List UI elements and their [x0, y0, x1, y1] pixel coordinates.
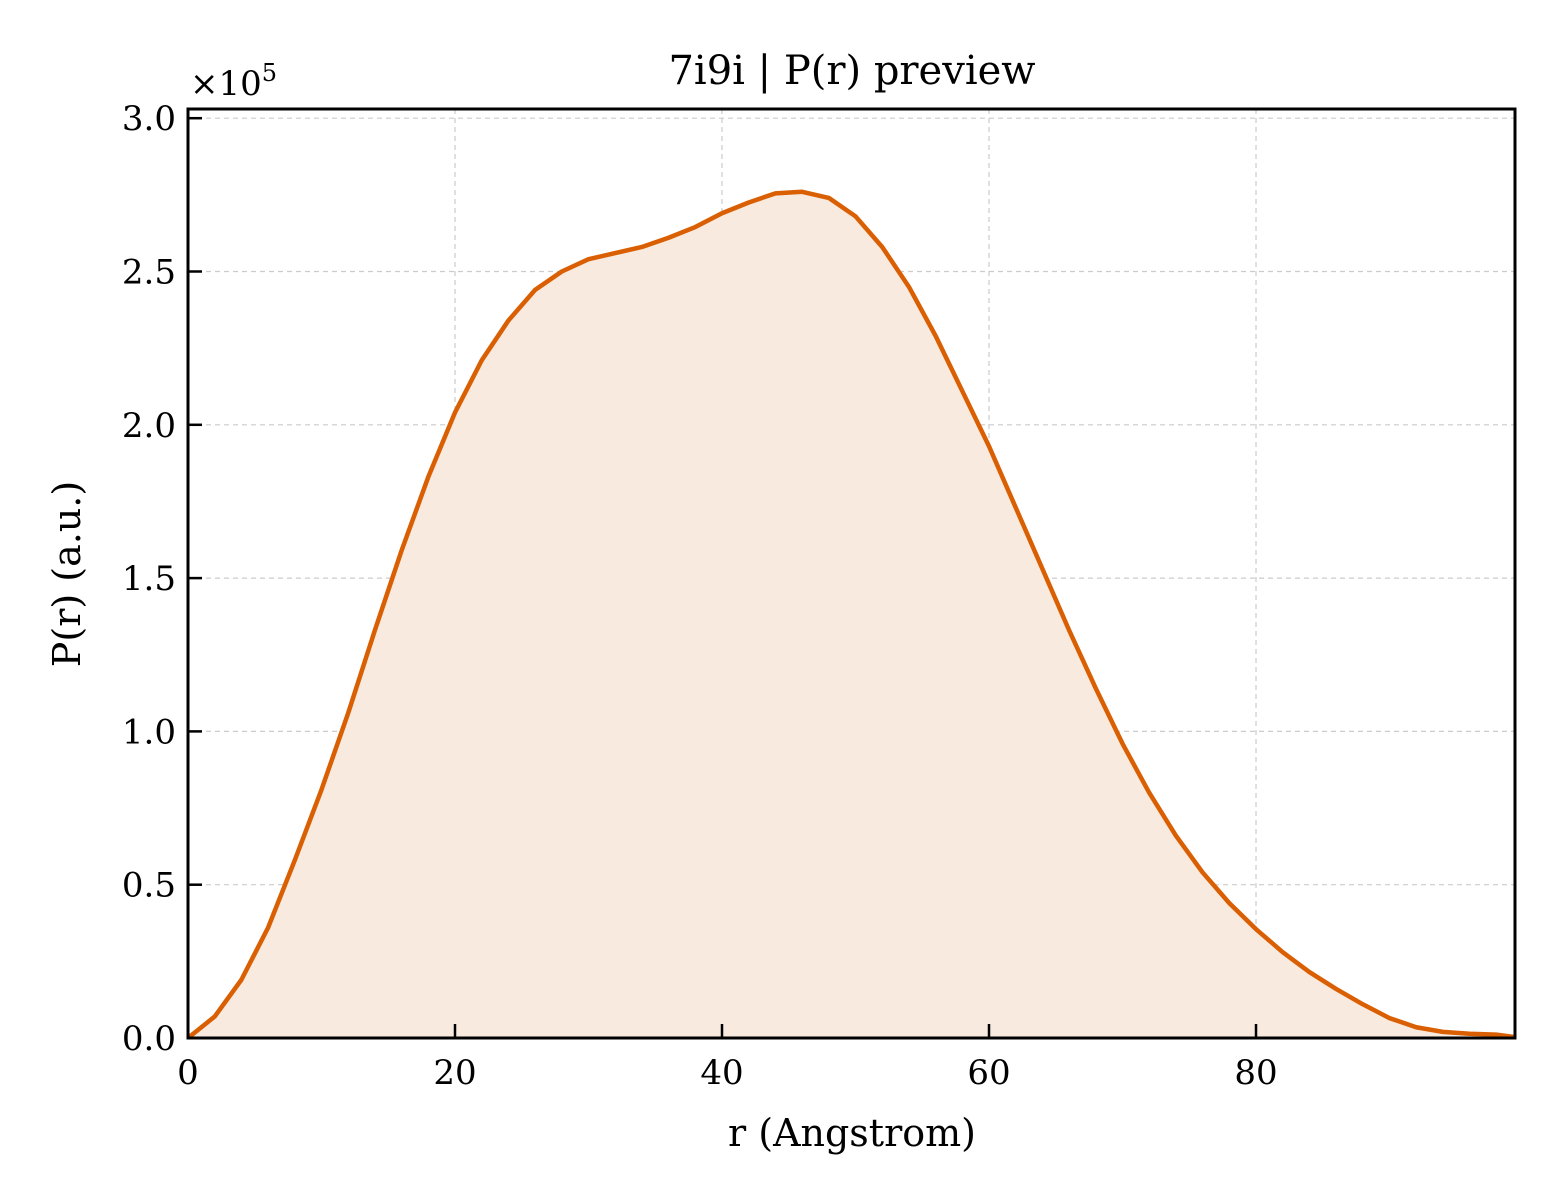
x-tick-label: 80: [1234, 1053, 1277, 1093]
x-tick-label: 20: [433, 1053, 476, 1093]
x-tick-label: 40: [700, 1053, 743, 1093]
x-tick-label: 0: [177, 1053, 199, 1093]
chart-title: 7i9i | P(r) preview: [668, 48, 1035, 94]
y-axis-label: P(r) (a.u.): [45, 481, 89, 667]
y-tick-label: 0.5: [122, 866, 176, 906]
y-axis: 0.0 0.5 1.0 1.5 2.0 2.5 3.0: [122, 99, 202, 1059]
y-tick-label: 2.5: [122, 252, 176, 292]
x-tick-label: 60: [967, 1053, 1010, 1093]
series-line: [186, 189, 1516, 1040]
plot-frame: [186, 107, 1517, 1040]
y-tick-label: 1.0: [122, 712, 176, 752]
y-tick-label: 0.0: [122, 1019, 176, 1059]
area-fill: [188, 191, 1515, 1038]
x-axis-label: r (Angstrom): [728, 1111, 976, 1155]
y-tick-label: 2.0: [122, 406, 176, 446]
y-axis-multiplier: ×105: [190, 59, 277, 104]
y-tick-label: 1.5: [122, 559, 176, 599]
y-tick-label: 3.0: [122, 99, 176, 139]
x-axis: 0 20 40 60 80: [177, 1024, 1278, 1093]
